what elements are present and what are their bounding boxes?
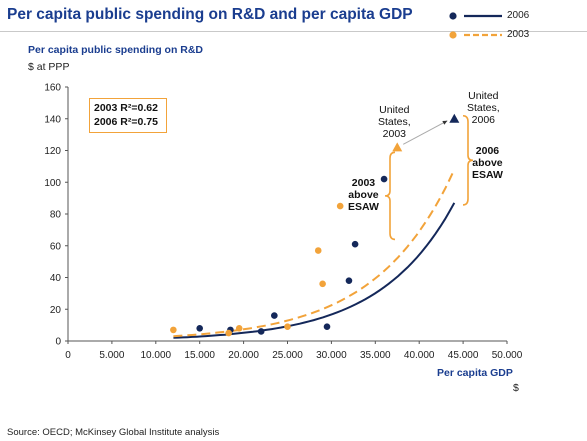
legend-label-2006: 2006 xyxy=(507,10,530,21)
y-tick-label: 100 xyxy=(44,178,61,189)
data-point-2003 xyxy=(319,280,326,288)
x-tick-label: 20.000 xyxy=(228,350,259,361)
brace-2003-above-esaw xyxy=(384,151,396,241)
x-tick-label: 30.000 xyxy=(316,350,347,361)
x-tick-label: 0 xyxy=(65,350,71,361)
x-tick-label: 40.000 xyxy=(404,350,435,361)
y-tick-label: 60 xyxy=(50,241,62,252)
annotation-2003-above-esaw: 2003 above ESAW xyxy=(348,177,379,213)
r-squared-box: 2003 R²=0.62 2006 R²=0.75 xyxy=(89,98,167,133)
y-tick-label: 0 xyxy=(55,337,61,348)
data-point-2006 xyxy=(380,175,388,183)
y-tick-label: 160 xyxy=(44,83,61,94)
annotation-2006-above-esaw: 2006 above ESAW xyxy=(472,145,503,181)
annotation-us-2003: United States, 2003 xyxy=(378,104,411,140)
us-marker-2006 xyxy=(449,113,460,123)
data-point-2003 xyxy=(225,329,232,337)
x-tick-label: 5.000 xyxy=(99,350,124,361)
y-tick-label: 20 xyxy=(50,305,62,316)
y-tick-label: 140 xyxy=(44,114,61,125)
x-tick-label: 45.000 xyxy=(448,350,479,361)
x-axis-label: Per capita GDP xyxy=(437,367,513,379)
x-tick-label: 35.000 xyxy=(360,350,391,361)
data-point-2003 xyxy=(170,326,177,334)
title-divider xyxy=(0,31,587,32)
y-tick-label: 120 xyxy=(44,146,61,157)
data-point-2006 xyxy=(345,277,353,284)
us-change-arrow xyxy=(403,120,448,145)
x-tick-label: 15.000 xyxy=(184,350,215,361)
brace-2006-above-esaw xyxy=(462,114,474,206)
y-axis-unit: $ at PPP xyxy=(28,61,70,73)
x-tick-label: 10.000 xyxy=(141,350,172,361)
y-axis-label: Per capita public spending on R&D xyxy=(28,44,204,56)
us-marker-2003 xyxy=(392,142,403,152)
trend-line-2006 xyxy=(173,202,456,339)
us-change-arrowhead xyxy=(442,120,448,125)
y-tick-label: 80 xyxy=(50,210,62,221)
data-point-2006 xyxy=(323,323,331,331)
source-note: Source: OECD; McKinsey Global Institute … xyxy=(7,427,220,438)
data-point-2006 xyxy=(351,240,359,248)
trend-line-2003 xyxy=(173,169,456,338)
data-point-2006 xyxy=(196,325,203,332)
data-point-2006 xyxy=(271,312,278,319)
x-tick-label: 25.000 xyxy=(272,350,303,361)
data-point-2003 xyxy=(235,325,243,332)
data-point-2003 xyxy=(284,323,291,331)
r-squared-2003: 2003 R²=0.62 xyxy=(94,102,158,114)
x-axis-unit: $ xyxy=(513,382,519,394)
data-point-2006 xyxy=(257,328,265,335)
x-tick-label: 50.000 xyxy=(492,350,523,361)
annotation-us-2006: United States, 2006 xyxy=(467,90,500,126)
r-squared-2006: 2006 R²=0.75 xyxy=(94,116,158,128)
data-point-2003 xyxy=(336,202,344,210)
y-tick-label: 40 xyxy=(50,273,62,284)
data-point-2003 xyxy=(314,247,322,254)
chart-title: Per capita public spending on R&D and pe… xyxy=(7,6,413,23)
legend-label-2003: 2003 xyxy=(507,29,530,40)
